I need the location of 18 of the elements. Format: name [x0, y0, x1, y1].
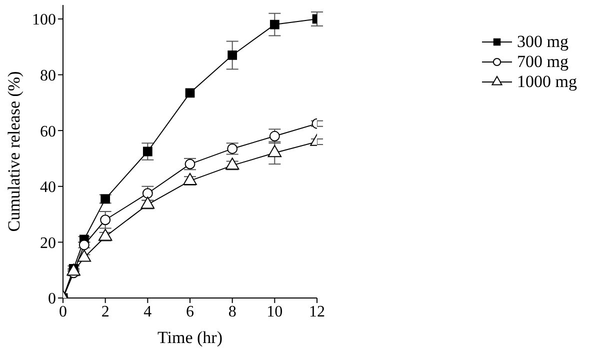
- y-axis-title: Cumulative release (%): [4, 71, 24, 232]
- x-tick-label: 0: [59, 303, 67, 320]
- y-tick-label: 80: [40, 67, 56, 84]
- y-tick-label: 20: [40, 234, 56, 252]
- legend-label: 700 mg: [517, 52, 568, 72]
- legend-label: 1000 mg: [517, 72, 577, 92]
- x-tick-label: 6: [186, 303, 194, 320]
- y-tick-label: 40: [40, 179, 56, 196]
- y-tick-label: 100: [32, 12, 56, 29]
- x-tick-label: 4: [144, 303, 152, 320]
- x-tick-label: 12: [309, 303, 325, 320]
- x-tick-label: 8: [228, 303, 236, 320]
- x-axis-title: Time (hr): [157, 328, 223, 347]
- y-tick-label: 0: [48, 290, 56, 308]
- y-tick-label: 60: [40, 123, 56, 140]
- x-tick-label: 2: [101, 303, 110, 320]
- legend-label: 300 mg: [517, 32, 568, 52]
- x-tick-label: 10: [266, 303, 283, 320]
